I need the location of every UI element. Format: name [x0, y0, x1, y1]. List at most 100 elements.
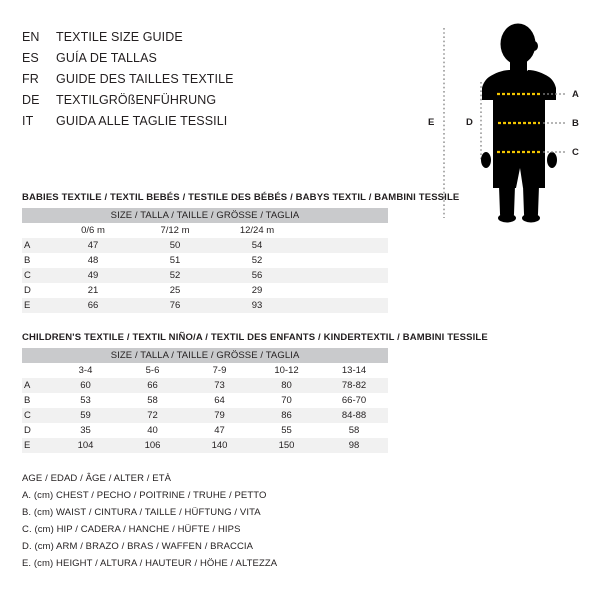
babies-cell: 48	[52, 253, 134, 268]
children-cell: 55	[253, 423, 320, 438]
children-cell: 98	[320, 438, 389, 453]
language-row-en: EN TEXTILE SIZE GUIDE	[22, 30, 402, 51]
table-row: A 47 50 54	[22, 238, 389, 253]
babies-row-label: C	[22, 268, 52, 283]
children-row-label: C	[22, 408, 52, 423]
babies-row-label: E	[22, 298, 52, 313]
babies-cell: 49	[52, 268, 134, 283]
children-section-title: CHILDREN'S TEXTILE / TEXTIL NIÑO/A / TEX…	[22, 332, 488, 343]
children-cell: 86	[253, 408, 320, 423]
babies-cell: 52	[216, 253, 298, 268]
table-row: B 53 58 64 70 66-70	[22, 393, 389, 408]
babies-textile-section: BABIES TEXTILE / TEXTIL BEBÉS / TESTILE …	[22, 192, 459, 313]
table-row: C 49 52 56	[22, 268, 389, 283]
figure-label-e: E	[428, 117, 434, 128]
language-code: DE	[22, 93, 40, 107]
legend-line-arm: D. (cm) ARM / BRAZO / BRAS / WAFFEN / BR…	[22, 541, 254, 552]
babies-cell-empty	[298, 298, 389, 313]
children-textile-section: CHILDREN'S TEXTILE / TEXTIL NIÑO/A / TEX…	[22, 332, 488, 453]
language-code: ES	[22, 51, 39, 65]
child-silhouette	[481, 23, 557, 223]
babies-cell: 56	[216, 268, 298, 283]
babies-column-header: 12/24 m	[216, 223, 298, 238]
language-code: EN	[22, 30, 40, 44]
figure-label-d: D	[466, 117, 473, 128]
figure-label-a: A	[572, 89, 579, 100]
babies-cell: 66	[52, 298, 134, 313]
legend-line-waist: B. (cm) WAIST / CINTURA / TAILLE / HÜFTU…	[22, 507, 261, 518]
babies-cell-empty	[298, 238, 389, 253]
children-column-header: 3-4	[52, 363, 119, 378]
children-cell: 84-88	[320, 408, 389, 423]
children-cell: 79	[186, 408, 253, 423]
babies-cell: 51	[134, 253, 216, 268]
babies-size-table: SIZE / TALLA / TAILLE / GRÖSSE / TAGLIA …	[22, 208, 389, 313]
babies-row-label: A	[22, 238, 52, 253]
table-row: E 104 106 140 150 98	[22, 438, 389, 453]
babies-cell-empty	[298, 268, 389, 283]
children-cell: 66	[119, 378, 186, 393]
legend-line-chest: A. (cm) CHEST / PECHO / POITRINE / TRUHE…	[22, 490, 267, 501]
babies-cell: 50	[134, 238, 216, 253]
babies-column-header-empty	[298, 223, 389, 238]
children-cell: 40	[119, 423, 186, 438]
children-cell: 73	[186, 378, 253, 393]
language-title: GUÍA DE TALLAS	[56, 51, 157, 65]
language-code: IT	[22, 114, 34, 128]
babies-cell: 21	[52, 283, 134, 298]
babies-table-header-bar: SIZE / TALLA / TAILLE / GRÖSSE / TAGLIA	[22, 208, 389, 223]
children-cell: 80	[253, 378, 320, 393]
children-cell: 59	[52, 408, 119, 423]
language-row-de: DE TEXTILGRÖßENFÜHRUNG	[22, 93, 402, 114]
children-cell: 70	[253, 393, 320, 408]
children-cell: 58	[320, 423, 389, 438]
measurement-legend: AGE / EDAD / ÂGE / ALTER / ETÀ A. (cm) C…	[22, 470, 422, 572]
figure-label-c: C	[572, 147, 579, 158]
children-cell: 60	[52, 378, 119, 393]
children-cell: 35	[52, 423, 119, 438]
language-row-es: ES GUÍA DE TALLAS	[22, 51, 402, 72]
children-column-header: 13-14	[320, 363, 389, 378]
babies-cell: 52	[134, 268, 216, 283]
table-row: B 48 51 52	[22, 253, 389, 268]
children-row-label: B	[22, 393, 52, 408]
figure-label-b: B	[572, 118, 579, 129]
babies-cell-empty	[298, 283, 389, 298]
language-title: TEXTILE SIZE GUIDE	[56, 30, 183, 44]
babies-corner-cell	[22, 223, 52, 238]
children-cell: 64	[186, 393, 253, 408]
children-size-table: SIZE / TALLA / TAILLE / GRÖSSE / TAGLIA …	[22, 348, 389, 453]
babies-cell: 47	[52, 238, 134, 253]
legend-line-height: E. (cm) HEIGHT / ALTURA / HAUTEUR / HÖHE…	[22, 558, 278, 569]
babies-row-label: B	[22, 253, 52, 268]
language-row-fr: FR GUIDE DES TAILLES TEXTILE	[22, 72, 402, 93]
babies-column-header: 0/6 m	[52, 223, 134, 238]
babies-column-header-row: 0/6 m 7/12 m 12/24 m	[22, 223, 389, 238]
children-cell: 53	[52, 393, 119, 408]
babies-row-label: D	[22, 283, 52, 298]
children-cell: 66-70	[320, 393, 389, 408]
table-row: C 59 72 79 86 84-88	[22, 408, 389, 423]
children-cell: 58	[119, 393, 186, 408]
language-row-it: IT GUIDA ALLE TAGLIE TESSILI	[22, 114, 402, 135]
babies-cell: 29	[216, 283, 298, 298]
children-row-label: D	[22, 423, 52, 438]
babies-column-header: 7/12 m	[134, 223, 216, 238]
legend-line-age: AGE / EDAD / ÂGE / ALTER / ETÀ	[22, 473, 172, 484]
children-column-header: 10-12	[253, 363, 320, 378]
children-header-bar-label: SIZE / TALLA / TAILLE / GRÖSSE / TAGLIA	[22, 348, 389, 363]
babies-cell: 25	[134, 283, 216, 298]
language-title: GUIDE DES TAILLES TEXTILE	[56, 72, 234, 86]
table-row: E 66 76 93	[22, 298, 389, 313]
children-cell: 150	[253, 438, 320, 453]
children-table-header-bar: SIZE / TALLA / TAILLE / GRÖSSE / TAGLIA	[22, 348, 389, 363]
language-title: GUIDA ALLE TAGLIE TESSILI	[56, 114, 228, 128]
table-row: D 21 25 29	[22, 283, 389, 298]
children-cell: 47	[186, 423, 253, 438]
children-cell: 106	[119, 438, 186, 453]
table-row: D 35 40 47 55 58	[22, 423, 389, 438]
children-cell: 72	[119, 408, 186, 423]
language-title: TEXTILGRÖßENFÜHRUNG	[56, 93, 217, 107]
language-code: FR	[22, 72, 39, 86]
language-title-block: EN TEXTILE SIZE GUIDE ES GUÍA DE TALLAS …	[22, 30, 402, 135]
